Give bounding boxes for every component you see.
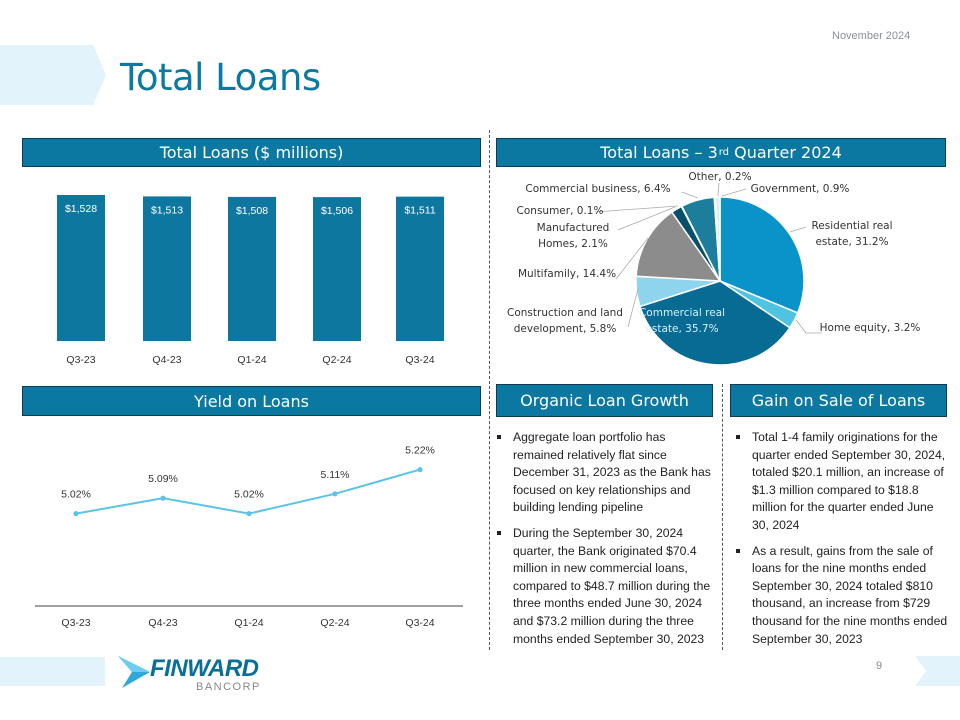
x-tick-label: Q4-23 [152, 354, 181, 366]
logo-subtext: BANCORP [196, 681, 261, 693]
pie-label: Multifamily, 14.4% [518, 268, 616, 280]
finward-logo-icon [118, 656, 150, 688]
bar-label: $1,528 [65, 203, 97, 215]
bar-label: $1,508 [236, 205, 268, 217]
decorative-chevron [0, 45, 106, 105]
logo-text: FINWARD [150, 655, 259, 682]
x-tick-label: Q1-24 [234, 617, 263, 629]
page-title: Total Loans [120, 56, 321, 99]
organic-bullets: Aggregate loan portfolio has remained re… [496, 429, 716, 656]
leader-line [789, 226, 807, 233]
pie-slice [719, 196, 805, 314]
q3-sup: rd [718, 147, 730, 158]
pie-slice [639, 280, 791, 366]
leader-line [795, 319, 822, 334]
data-label: 5.09% [148, 473, 178, 485]
leader-line [717, 182, 720, 197]
x-tick-label: Q2-24 [320, 617, 349, 629]
pie-label: Construction and land [507, 307, 623, 319]
data-label: 5.02% [234, 489, 264, 501]
data-label: 5.02% [61, 489, 91, 501]
bar-label: $1,506 [321, 205, 353, 217]
bar [143, 196, 191, 341]
bullet: Aggregate loan portfolio has remained re… [496, 429, 716, 517]
yield-header: Yield on Loans [22, 386, 481, 416]
divider [489, 130, 490, 650]
organic-header: Organic Loan Growth [496, 384, 713, 417]
data-label: 5.11% [321, 469, 350, 481]
bar [396, 196, 444, 341]
bar [313, 197, 361, 341]
pie-label: Residential real [811, 220, 892, 232]
leader-line [681, 191, 699, 199]
bar-label: $1,513 [151, 204, 183, 216]
leader-line [617, 206, 676, 231]
x-tick-label: Q3-24 [405, 354, 434, 366]
q3-rest: Quarter 2024 [729, 143, 842, 162]
bar [57, 195, 105, 341]
gain-header: Gain on Sale of Loans [730, 384, 947, 417]
pie-label: development, 5.8% [514, 323, 617, 335]
pie-chart: Residential real estate, 31.2% Home equity… [507, 171, 921, 366]
bullet: As a result, gains from the sale of loan… [735, 543, 951, 649]
x-tick-label: Q3-24 [405, 617, 434, 629]
x-tick-label: Q1-24 [237, 354, 266, 366]
total-loans-header: Total Loans ($ millions) [22, 138, 481, 167]
leader-line [627, 288, 639, 328]
page-number: 9 [876, 660, 883, 672]
pie-label: Homes, 2.1% [538, 238, 608, 250]
q3-title: Total Loans – 3 [600, 143, 718, 162]
bar-label: $1,511 [404, 205, 435, 217]
data-point [417, 467, 423, 473]
bar [228, 196, 276, 341]
pie-label: Government, 0.9% [751, 183, 850, 195]
data-point [332, 491, 338, 497]
x-tick-label: Q4-23 [148, 617, 177, 629]
decorative-chevron [915, 656, 960, 686]
pie-label: estate, 31.2% [815, 236, 888, 248]
pie-label: Commercial real [639, 307, 725, 319]
data-point [73, 510, 79, 517]
leader-line [615, 237, 649, 280]
data-label: 5.22% [405, 445, 435, 457]
leader-line [594, 205, 679, 213]
x-tick-label: Q3-23 [61, 617, 90, 629]
data-point [246, 510, 252, 517]
bullet: During the September 30, 2024 quarter, t… [496, 525, 716, 648]
pie-label: Consumer, 0.1% [517, 205, 604, 217]
gain-bullets: Total 1-4 family originations for the qu… [735, 429, 951, 656]
slide-date: November 2024 [832, 30, 911, 42]
charts-left: $1,528 Q3-23 $1,513 Q4-23 $1,508 Q1-24 $1,506 Q… [35, 195, 463, 629]
x-tick-label: Q3-23 [66, 354, 95, 366]
pie-slice [714, 196, 721, 282]
pie-label: estate, 35.7% [645, 323, 718, 335]
pie-label: Other, 0.2% [688, 171, 751, 183]
divider [722, 384, 723, 650]
bullet: Total 1-4 family originations for the qu… [735, 429, 951, 535]
data-point [160, 495, 166, 501]
pie-label: Commercial business, 6.4% [525, 183, 670, 195]
x-tick-label: Q2-24 [322, 354, 351, 366]
decorative-band [0, 657, 105, 686]
pie-label: Home equity, 3.2% [820, 322, 921, 334]
leader-line [721, 188, 747, 197]
pie-label: Manufactured [537, 222, 610, 234]
